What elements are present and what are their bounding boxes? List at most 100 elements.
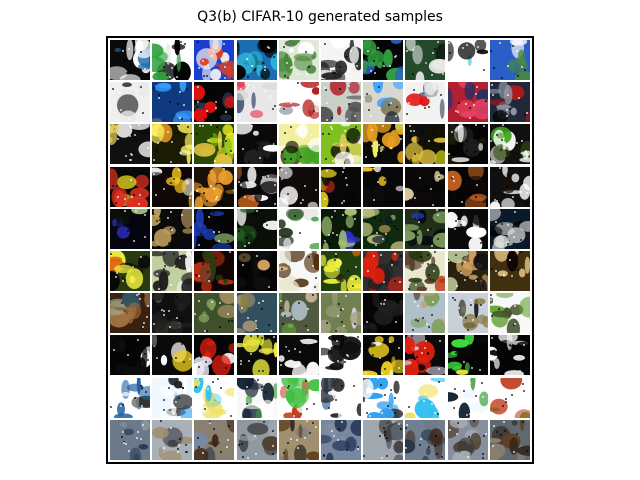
sample-image-r7-c9 [447,293,488,334]
sample-image-r9-c9 [447,377,488,418]
sample-image-r9-c6 [321,377,361,418]
sample-image-r8-c9 [447,335,488,376]
sample-image-r1-c4 [236,40,277,80]
sample-image-r2-c1 [110,82,150,123]
sample-image-r7-c3 [194,293,235,334]
sample-image-r8-c3 [194,335,235,376]
sample-image-r6-c9 [447,251,488,291]
sample-image-r2-c4 [236,82,277,123]
sample-image-r2-c10 [489,82,530,123]
sample-image-r8-c4 [236,335,277,376]
sample-image-r10-c10 [489,419,530,460]
sample-grid [108,38,532,462]
sample-image-r4-c6 [321,166,361,207]
sample-image-r4-c7 [363,166,404,207]
sample-image-r2-c7 [363,82,404,123]
sample-image-r3-c6 [321,124,361,165]
sample-image-r1-c6 [321,40,361,80]
sample-image-r5-c9 [447,208,488,249]
sample-image-r5-c8 [405,208,446,249]
sample-image-r1-c7 [363,40,404,80]
sample-image-r7-c8 [405,293,446,334]
sample-image-r7-c4 [236,293,277,334]
sample-image-r3-c10 [489,124,530,165]
sample-image-r1-c9 [447,40,488,80]
sample-image-r10-c1 [110,419,150,460]
sample-image-r8-c10 [489,335,530,376]
sample-image-r10-c8 [405,419,446,460]
sample-image-r4-c4 [236,166,277,207]
sample-image-r6-c7 [363,251,404,291]
sample-image-r4-c8 [405,166,446,207]
figure-title: Q3(b) CIFAR-10 generated samples [197,9,443,25]
sample-image-r7-c10 [489,293,530,334]
sample-image-r1-c5 [278,40,319,80]
sample-image-r3-c8 [405,124,446,165]
sample-image-r8-c2 [152,335,193,376]
sample-image-r4-c3 [194,166,235,207]
sample-image-r8-c5 [278,335,319,376]
sample-image-r5-c1 [110,208,150,249]
sample-image-r10-c6 [321,419,361,460]
sample-image-r5-c4 [236,208,277,249]
sample-image-r2-c3 [194,82,235,123]
sample-image-r8-c8 [405,335,446,376]
sample-image-r2-c8 [405,82,446,123]
sample-image-r5-c3 [194,208,235,249]
sample-image-r3-c9 [447,124,488,165]
sample-image-r9-c4 [236,377,277,418]
sample-image-r2-c5 [278,82,319,123]
sample-image-r2-c9 [447,82,488,123]
sample-image-r4-c5 [278,166,319,207]
sample-image-r9-c5 [278,377,319,418]
sample-image-r3-c5 [278,124,319,165]
sample-image-r1-c3 [194,40,235,80]
sample-image-r3-c4 [236,124,277,165]
sample-image-r3-c2 [152,124,193,165]
sample-image-r7-c6 [321,293,361,334]
sample-image-r5-c7 [363,208,404,249]
sample-grid-frame [106,36,534,464]
sample-image-r6-c2 [152,251,193,291]
sample-image-r7-c7 [363,293,404,334]
sample-image-r3-c1 [110,124,150,165]
sample-image-r8-c7 [363,335,404,376]
sample-image-r5-c6 [321,208,361,249]
sample-image-r6-c5 [278,251,319,291]
sample-image-r9-c8 [405,377,446,418]
sample-image-r9-c3 [194,377,235,418]
sample-image-r3-c7 [363,124,404,165]
sample-image-r7-c5 [278,293,319,334]
sample-image-r1-c10 [489,40,530,80]
sample-image-r3-c3 [194,124,235,165]
sample-image-r9-c1 [110,377,150,418]
sample-image-r1-c1 [110,40,150,80]
sample-image-r4-c1 [110,166,150,207]
sample-image-r4-c10 [489,166,530,207]
sample-image-r10-c7 [363,419,404,460]
sample-image-r10-c3 [194,419,235,460]
sample-image-r9-c10 [489,377,530,418]
sample-image-r1-c2 [152,40,193,80]
sample-image-r9-c7 [363,377,404,418]
sample-image-r10-c5 [278,419,319,460]
sample-image-r8-c1 [110,335,150,376]
sample-image-r7-c1 [110,293,150,334]
sample-image-r7-c2 [152,293,193,334]
sample-image-r4-c2 [152,166,193,207]
sample-image-r6-c1 [110,251,150,291]
sample-image-r4-c9 [447,166,488,207]
sample-image-r2-c6 [321,82,361,123]
sample-image-r8-c6 [321,335,361,376]
sample-image-r5-c5 [278,208,319,249]
sample-image-r5-c2 [152,208,193,249]
sample-image-r6-c8 [405,251,446,291]
sample-image-r6-c3 [194,251,235,291]
sample-image-r10-c4 [236,419,277,460]
sample-image-r10-c9 [447,419,488,460]
sample-image-r6-c10 [489,251,530,291]
sample-image-r1-c8 [405,40,446,80]
sample-image-r10-c2 [152,419,193,460]
sample-image-r5-c10 [489,208,530,249]
sample-image-r2-c2 [152,82,193,123]
